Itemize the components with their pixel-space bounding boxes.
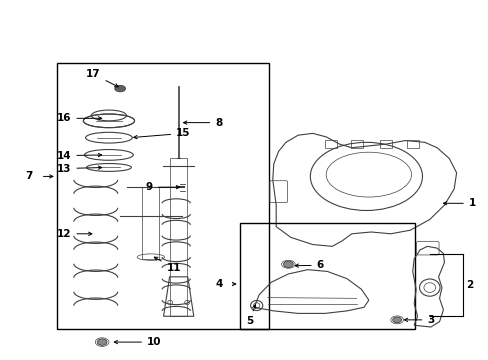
- Ellipse shape: [115, 85, 125, 92]
- Bar: [142, 187, 159, 259]
- Text: 2: 2: [466, 280, 473, 290]
- Text: 7: 7: [25, 171, 32, 181]
- Ellipse shape: [283, 261, 293, 267]
- Text: 8: 8: [183, 118, 222, 128]
- Text: 14: 14: [57, 150, 102, 161]
- Text: 12: 12: [57, 229, 92, 239]
- Text: 15: 15: [134, 129, 190, 139]
- Text: 9: 9: [145, 182, 179, 192]
- Bar: [406, 140, 418, 148]
- Bar: [350, 140, 362, 148]
- Bar: [239, 223, 414, 329]
- Text: 16: 16: [57, 113, 102, 123]
- Bar: [169, 158, 187, 316]
- Ellipse shape: [392, 317, 401, 323]
- Text: 13: 13: [57, 163, 102, 174]
- Text: 6: 6: [295, 260, 323, 270]
- Text: 4: 4: [215, 279, 222, 289]
- Text: 3: 3: [404, 315, 434, 325]
- Text: 17: 17: [86, 69, 118, 87]
- Text: 1: 1: [443, 198, 475, 208]
- Ellipse shape: [97, 339, 107, 345]
- Text: 11: 11: [154, 257, 181, 273]
- Bar: [325, 140, 336, 148]
- Bar: [379, 140, 391, 148]
- Text: 5: 5: [245, 305, 255, 326]
- Text: 10: 10: [114, 337, 161, 347]
- Bar: [57, 63, 268, 329]
